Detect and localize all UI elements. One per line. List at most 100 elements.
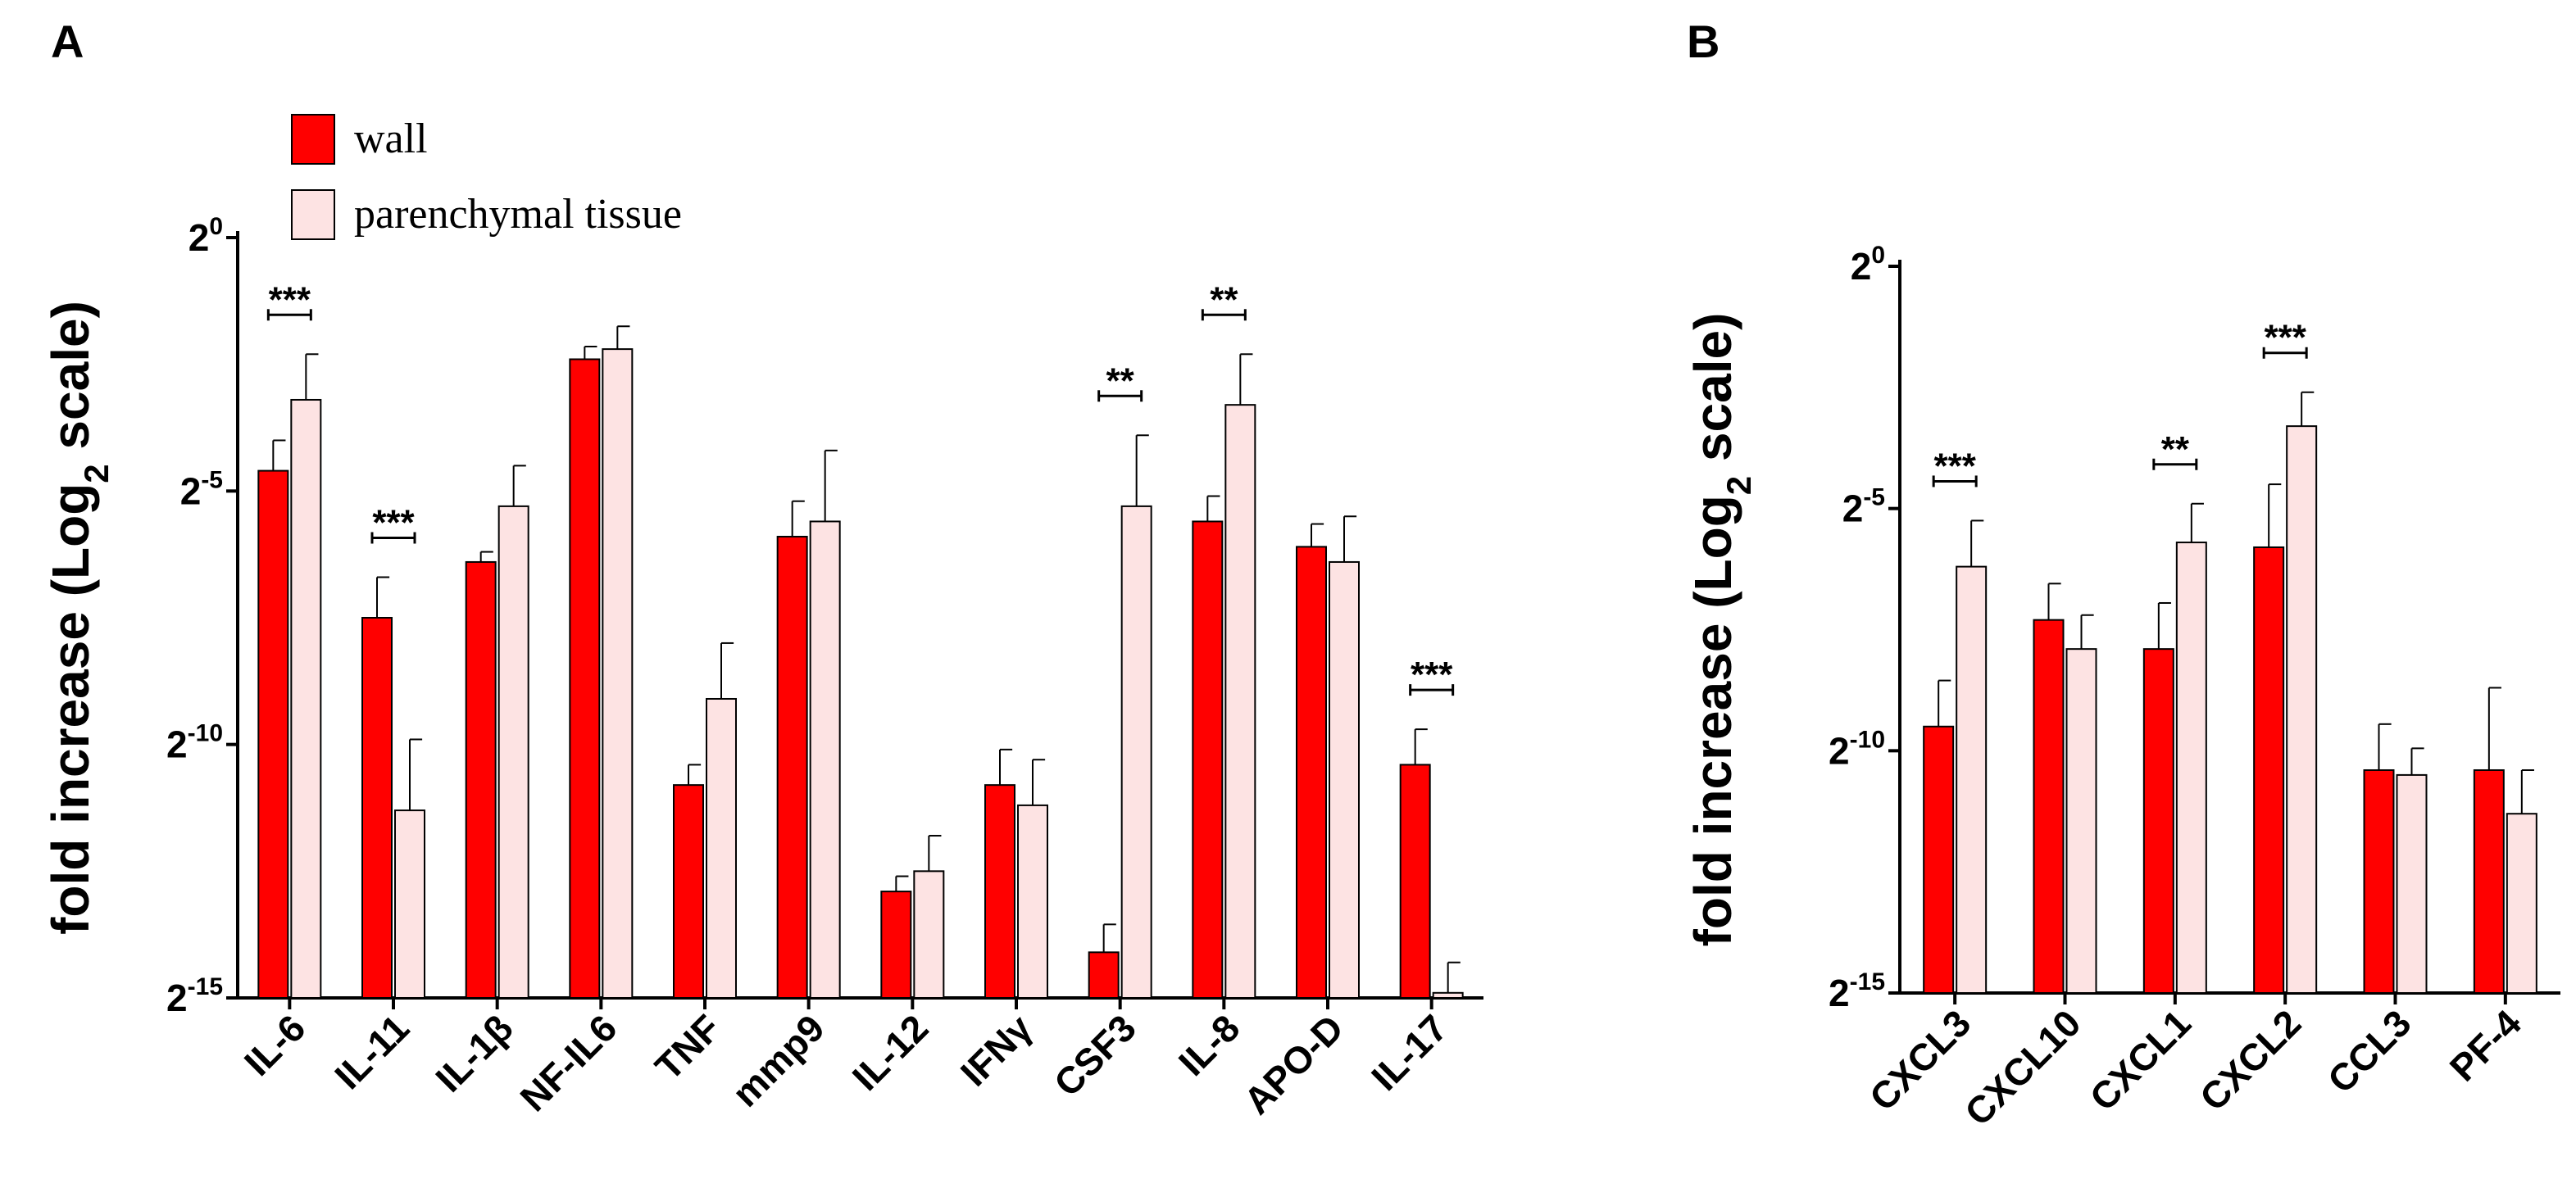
bar-parenchymal-tissue-mmp9 — [809, 520, 841, 999]
y-axis-title: fold increase (Log2 scale) — [1683, 313, 1758, 947]
y-axis-title-end: scale) — [1683, 313, 1742, 476]
x-tick-label-ifn: IFNγ — [952, 1006, 1041, 1095]
y-axis-title: fold increase (Log2 scale) — [41, 301, 116, 935]
y-tick-exponent: -5 — [201, 466, 223, 493]
y-tick-exponent: -10 — [188, 720, 223, 747]
y-tick-exponent: 0 — [1871, 242, 1885, 269]
bar-parenchymal-tissue-il-6 — [290, 398, 322, 999]
x-tick-label-il-1: IL-1β — [427, 1006, 520, 1100]
chart-panel-a: fold increase (Log2 scale)202-52-102-15I… — [41, 114, 1483, 1122]
significance-label-cxcl1: ** — [2161, 429, 2190, 469]
significance-label-il-6: *** — [269, 279, 311, 320]
chart-panel-b: fold increase (Log2 scale)202-52-102-15C… — [1683, 242, 2560, 1134]
bar-parenchymal-tissue-pf-4 — [2506, 813, 2537, 994]
x-tick-label-il-11: IL-11 — [326, 1006, 417, 1097]
y-tick-exponent: 0 — [209, 213, 223, 240]
y-tick-exponent: -10 — [1850, 726, 1885, 753]
bar-wall-il-11 — [361, 617, 393, 999]
x-tick-label-il-17: IL-17 — [1363, 1006, 1456, 1099]
y-tick-exponent: -15 — [188, 973, 223, 1000]
bar-parenchymal-tissue-il-1 — [497, 505, 529, 999]
significance-label-il-17: *** — [1411, 655, 1453, 695]
y-tick-label-10: 2-10 — [1829, 726, 1885, 772]
bar-wall-cxcl3 — [1923, 725, 1955, 994]
bar-wall-il-1 — [465, 560, 497, 999]
bar-parenchymal-tissue-apo-d — [1329, 560, 1360, 999]
y-tick-label-5: 2-5 — [1842, 484, 1885, 530]
bar-wall-il-17 — [1399, 764, 1431, 999]
y-axis-title-end: scale) — [41, 301, 100, 464]
bar-wall-pf-4 — [2473, 769, 2505, 995]
y-tick-base: 2 — [1829, 972, 1850, 1014]
y-tick-label-0: 20 — [189, 213, 223, 259]
bar-parenchymal-tissue-ccl3 — [2396, 773, 2428, 995]
x-tick-label-tnf: TNF — [647, 1006, 729, 1088]
bar-parenchymal-tissue-il-11 — [394, 809, 425, 999]
bar-wall-csf3 — [1088, 951, 1120, 999]
bar-wall-il-8 — [1192, 520, 1224, 999]
bar-wall-ccl3 — [2363, 769, 2395, 995]
bar-wall-ifn — [984, 784, 1015, 999]
significance-label-cxcl2: *** — [2264, 318, 2306, 358]
panel-label-b: B — [1687, 16, 1720, 67]
bar-parenchymal-tissue-il-17 — [1432, 991, 1464, 1000]
panel-label-a: A — [51, 16, 84, 67]
y-axis-title-main: fold increase (Log — [1683, 495, 1742, 946]
legend-swatch-parenchymal-tissue — [291, 189, 335, 240]
significance-label-cxcl3: *** — [1933, 446, 1976, 486]
y-tick-base: 2 — [1842, 487, 1864, 530]
bar-parenchymal-tissue-nf-il6 — [602, 348, 634, 999]
bar-wall-cxcl2 — [2253, 546, 2285, 994]
y-tick-exponent: -15 — [1850, 968, 1885, 995]
bar-parenchymal-tissue-cxcl1 — [2175, 542, 2207, 994]
y-tick-base: 2 — [180, 469, 202, 512]
y-tick-label-5: 2-5 — [180, 466, 223, 512]
significance-label-csf3: ** — [1106, 360, 1135, 401]
y-axis-title-subscript: 2 — [77, 464, 116, 483]
y-tick-base: 2 — [1851, 245, 1872, 288]
x-tick-label-apo-d: APO-D — [1235, 1006, 1352, 1122]
x-tick-label-pf-4: PF-4 — [2442, 1001, 2530, 1090]
y-tick-base: 2 — [1829, 729, 1850, 772]
x-tick-label-nf-il6: NF-IL6 — [511, 1006, 625, 1119]
bar-parenchymal-tissue-cxcl10 — [2065, 648, 2097, 994]
y-tick-base: 2 — [166, 977, 188, 1019]
y-tick-label-10: 2-10 — [166, 720, 223, 766]
bar-wall-mmp9 — [776, 536, 808, 999]
bar-parenchymal-tissue-tnf — [706, 697, 737, 1000]
bar-wall-nf-il6 — [569, 358, 601, 1000]
bar-wall-il-12 — [880, 891, 912, 999]
x-tick-label-cxcl10: CXCL10 — [1956, 1001, 2088, 1133]
legend-swatch-wall — [291, 114, 335, 165]
x-tick-label-il-12: IL-12 — [844, 1006, 937, 1099]
x-tick-label-ccl3: CCL3 — [2319, 1001, 2419, 1101]
bar-parenchymal-tissue-ifn — [1017, 804, 1048, 1000]
bar-wall-cxcl10 — [2033, 619, 2065, 994]
y-tick-label-15: 2-15 — [166, 973, 223, 1019]
legend-label-wall: wall — [354, 116, 428, 162]
x-tick-label-il-8: IL-8 — [1170, 1006, 1248, 1084]
bar-wall-tnf — [673, 784, 704, 999]
bar-parenchymal-tissue-il-8 — [1224, 404, 1256, 1000]
significance-label-il-8: ** — [1210, 279, 1238, 320]
y-tick-exponent: -5 — [1863, 484, 1885, 511]
significance-label-il-11: *** — [372, 503, 415, 543]
bar-parenchymal-tissue-cxcl3 — [1956, 565, 1988, 994]
x-tick-label-csf3: CSF3 — [1046, 1006, 1144, 1104]
x-tick-label-cxcl2: CXCL2 — [2192, 1001, 2309, 1118]
y-axis-title-subscript: 2 — [1720, 476, 1758, 495]
x-tick-label-cxcl1: CXCL1 — [2081, 1001, 2198, 1118]
bar-parenchymal-tissue-il-12 — [913, 870, 945, 1000]
bar-wall-il-6 — [257, 469, 289, 999]
x-tick-label-mmp9: mmp9 — [724, 1006, 833, 1115]
y-tick-label-15: 2-15 — [1829, 968, 1885, 1014]
y-tick-base: 2 — [166, 723, 188, 766]
y-tick-base: 2 — [189, 216, 210, 259]
bar-parenchymal-tissue-cxcl2 — [2286, 425, 2318, 994]
y-tick-label-0: 20 — [1851, 242, 1885, 288]
bar-parenchymal-tissue-csf3 — [1120, 505, 1152, 999]
x-tick-label-il-6: IL-6 — [236, 1006, 314, 1084]
legend-label-parenchymal-tissue: parenchymal tissue — [354, 191, 682, 238]
bar-wall-cxcl1 — [2142, 648, 2174, 994]
